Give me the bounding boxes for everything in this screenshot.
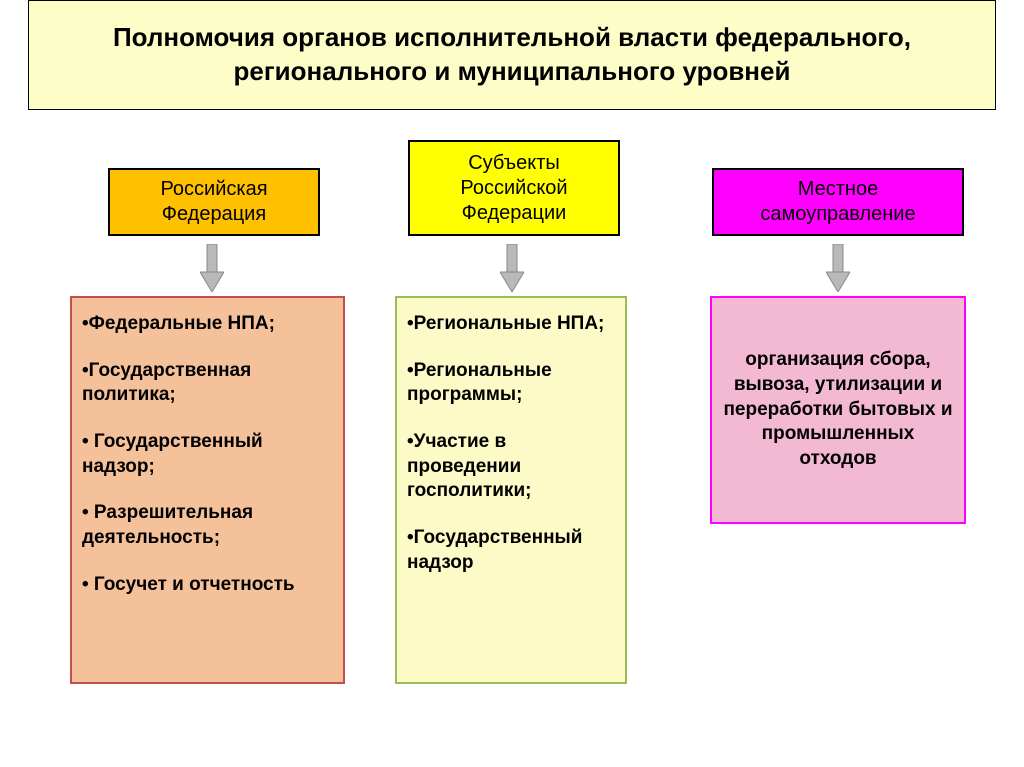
header-federal: Российская Федерация bbox=[108, 168, 320, 236]
list-item: • Госучет и отчетность bbox=[82, 573, 333, 598]
list-item: • Государственный надзор; bbox=[82, 430, 333, 479]
list-item: •Государственная политика; bbox=[82, 359, 333, 408]
content-federal: •Федеральные НПА; •Государственная полити… bbox=[70, 296, 345, 684]
arrow-regional bbox=[500, 244, 524, 292]
header-municipal: Местное самоуправление bbox=[712, 168, 964, 236]
header-regional: Субъекты Российской Федерации bbox=[408, 140, 620, 236]
header-municipal-text: Местное самоуправление bbox=[724, 177, 952, 227]
list-item: •Региональные НПА; bbox=[407, 312, 615, 337]
content-municipal: организация сбора, вывоза, утилизации и … bbox=[710, 296, 966, 524]
list-item: •Федеральные НПА; bbox=[82, 312, 333, 337]
title-box: Полномочия органов исполнительной власти… bbox=[28, 0, 996, 110]
list-item: •Региональные программы; bbox=[407, 359, 615, 408]
arrow-municipal bbox=[826, 244, 850, 292]
title-text: Полномочия органов исполнительной власти… bbox=[49, 21, 975, 89]
content-regional: •Региональные НПА; •Региональные программ… bbox=[395, 296, 627, 684]
list-item: • Разрешительная деятельность; bbox=[82, 501, 333, 550]
list-item: •Участие в проведении госполитики; bbox=[407, 430, 615, 504]
content-municipal-text: организация сбора, вывоза, утилизации и … bbox=[722, 348, 954, 471]
header-federal-text: Российская Федерация bbox=[120, 177, 308, 227]
list-item: •Государственный надзор bbox=[407, 526, 615, 575]
header-regional-text: Субъекты Российской Федерации bbox=[420, 151, 608, 226]
arrow-federal bbox=[200, 244, 224, 292]
